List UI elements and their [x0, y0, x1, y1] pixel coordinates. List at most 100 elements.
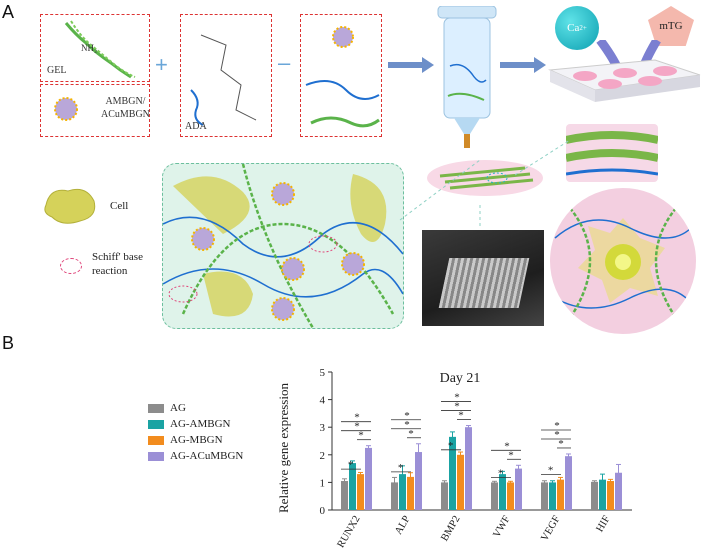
- bar: [457, 454, 464, 510]
- legend-item: AG: [148, 400, 243, 416]
- y-axis-label: Relative gene expression: [276, 383, 291, 513]
- bar: [357, 474, 364, 510]
- bar: [607, 481, 614, 510]
- y-tick-label: 0: [320, 505, 326, 517]
- cell-icon: [44, 188, 96, 224]
- significance-star: *: [554, 420, 560, 432]
- bar: [599, 479, 606, 510]
- plus-sign: +: [155, 52, 168, 77]
- bar: [549, 482, 556, 510]
- significance-star: *: [408, 428, 414, 440]
- chart-legend: AG AG-AMBGN AG-MBGN AG-ACuMBGN: [148, 400, 243, 464]
- schiff-base-label: Schiff' base reaction: [92, 251, 143, 277]
- strand-zoom-panel: [566, 124, 658, 182]
- mtg-label: mTG: [659, 20, 683, 32]
- legend-item: AG-AMBGN: [148, 416, 243, 432]
- significance-star: *: [354, 412, 360, 424]
- panel-letter-a: A: [2, 2, 15, 22]
- bar: [399, 474, 406, 510]
- gene-expression-chart: Day 21 Relative gene expression 0 1 2 3 4 5 RU…: [276, 367, 632, 550]
- arrow-icon: [500, 57, 546, 73]
- bar: [449, 436, 456, 510]
- ada-structure-icon: [190, 34, 257, 126]
- y-tick-label: 2: [320, 450, 326, 462]
- legend-swatch: [148, 419, 164, 429]
- well-plate-icon: [548, 40, 701, 102]
- ada-label: ADA: [185, 121, 207, 132]
- y-tick-label: 3: [320, 422, 326, 434]
- bar: [349, 463, 356, 510]
- legend-label: AG-MBGN: [170, 434, 223, 446]
- significance-star: *: [504, 440, 510, 452]
- significance-star: *: [548, 465, 554, 477]
- significance-star: *: [454, 392, 460, 404]
- bar: [591, 481, 598, 510]
- scaffold-photo: [422, 230, 544, 326]
- legend-item: AG-ACuMBGN: [148, 448, 243, 464]
- significance-star: *: [498, 467, 504, 479]
- bar: [391, 482, 398, 510]
- legend-swatch: [148, 451, 164, 461]
- strand-zoom-illustration: [566, 131, 658, 176]
- plot-area: 012345RUNX2****ALP****BMP2****VWF***VEGF…: [320, 367, 632, 550]
- bar: [441, 482, 448, 510]
- significance-star: *: [398, 462, 404, 474]
- bar: [557, 479, 564, 510]
- x-tick-label: BMP2: [439, 514, 462, 543]
- syringe-icon: [437, 6, 497, 148]
- bar: [499, 474, 506, 510]
- cell-zoom-illustration: [554, 207, 692, 319]
- bar: [507, 482, 514, 510]
- significance-star: *: [458, 410, 464, 422]
- ada-box: ADA: [180, 14, 272, 137]
- legend-label: AG-ACuMBGN: [170, 450, 244, 462]
- bar: [541, 482, 548, 510]
- bar: [341, 481, 348, 510]
- bar: [407, 476, 414, 510]
- calcium-label: Ca: [567, 22, 580, 34]
- significance-star: *: [558, 438, 564, 450]
- minus-sign: –: [278, 50, 291, 75]
- crosslinked-network-icon: [305, 26, 380, 128]
- nh2-label: NH₂: [81, 43, 98, 53]
- legend-swatch: [148, 435, 164, 445]
- gelatin-chain-icon: [64, 20, 136, 79]
- significance-star: *: [404, 419, 410, 431]
- significance-star: *: [508, 449, 514, 461]
- arrow-icon: [388, 57, 434, 73]
- cell-zoom-circle: [550, 188, 696, 334]
- connector-lines: [399, 139, 571, 228]
- ambgn-label: AMBGN/ ACuMBGN: [101, 96, 150, 120]
- x-tick-label: VWF: [491, 514, 512, 540]
- schiff-base-icon: [60, 258, 82, 274]
- y-tick-label: 1: [320, 477, 326, 489]
- network-illustration: [163, 164, 403, 328]
- nanoparticle-icon: [54, 97, 78, 121]
- calcium-charge: 2+: [579, 24, 587, 32]
- scaffold-icon: [427, 160, 543, 196]
- x-tick-label: RUNX2: [336, 514, 363, 550]
- significance-star: *: [448, 440, 454, 452]
- legend-swatch: [148, 403, 164, 413]
- significance-star: *: [554, 429, 560, 441]
- significance-star: *: [358, 430, 364, 442]
- x-tick-label: HIF: [595, 514, 613, 534]
- bar: [615, 472, 622, 510]
- bar: [565, 456, 572, 510]
- legend-label: AG: [170, 402, 186, 414]
- x-tick-label: ALP: [393, 514, 413, 537]
- significance-star: *: [454, 401, 460, 413]
- significance-star: *: [404, 410, 410, 422]
- gel-label: GEL: [47, 65, 67, 76]
- bar: [491, 482, 498, 510]
- x-tick-label: VEGF: [539, 514, 562, 543]
- printed-grid-image: [438, 258, 530, 308]
- significance-star: *: [348, 459, 354, 471]
- bar: [415, 452, 422, 510]
- bar: [515, 468, 522, 510]
- cell-label: Cell: [110, 200, 129, 212]
- hydrogel-network-panel: [162, 163, 404, 329]
- legend-item: AG-MBGN: [148, 432, 243, 448]
- y-tick-label: 4: [320, 395, 326, 407]
- bar: [365, 447, 372, 510]
